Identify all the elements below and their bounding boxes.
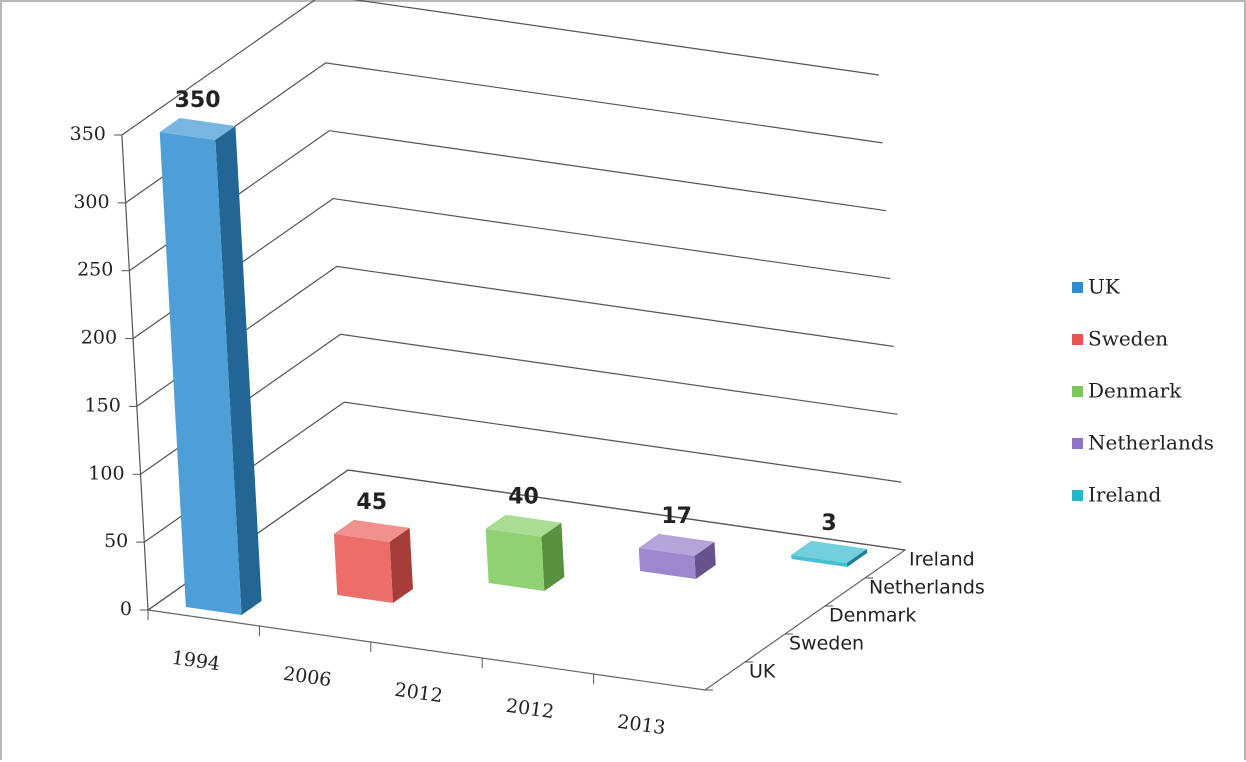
x-tick-label: 2012 (505, 695, 556, 724)
bar-side (846, 548, 868, 567)
value-label: 350 (175, 88, 221, 113)
value-label: 40 (508, 485, 539, 510)
bar (638, 547, 696, 579)
bar-top (791, 540, 867, 563)
z-tick-label: UK (749, 661, 776, 683)
bar-side (215, 126, 262, 615)
bar (159, 132, 242, 615)
legend-label: Sweden (1088, 327, 1168, 351)
legend-label: Netherlands (1088, 431, 1214, 455)
y-tick-label: 250 (77, 259, 113, 281)
bar (791, 554, 848, 567)
bar-side (694, 541, 716, 579)
value-label: 17 (661, 504, 692, 529)
legend-swatch (1072, 334, 1083, 345)
grid-line (128, 130, 887, 272)
grid-line (121, 0, 879, 136)
bar-side (541, 522, 565, 591)
y-tick-label: 350 (70, 123, 106, 145)
x-tick-label: 2013 (616, 711, 667, 740)
bar-top (159, 118, 236, 140)
grid-line (140, 333, 898, 475)
y-tick-label: 100 (88, 462, 124, 484)
legend-label: UK (1088, 275, 1121, 299)
bar-side (389, 527, 413, 603)
y-axis (121, 134, 149, 611)
legend-swatch (1072, 438, 1083, 449)
legend-label: Denmark (1088, 379, 1182, 403)
value-label: 45 (356, 490, 387, 515)
z-tick-label: Denmark (829, 605, 916, 627)
bar-top (638, 533, 715, 556)
legend-swatch (1072, 490, 1083, 501)
x-tick-label: 1994 (170, 647, 221, 676)
grid-line (125, 62, 883, 204)
y-tick-label: 300 (73, 191, 109, 213)
x-tick-label: 2006 (282, 663, 333, 692)
bar-top (485, 514, 562, 537)
z-tick-label: Sweden (789, 633, 864, 655)
legend-swatch (1072, 386, 1083, 397)
z-tick-label: Netherlands (869, 577, 985, 599)
value-label: 3 (821, 511, 836, 536)
bar (485, 528, 545, 591)
legend-swatch (1072, 282, 1083, 293)
legend-label: Ireland (1088, 483, 1161, 507)
z-tick-label: Ireland (909, 549, 975, 571)
bar-top (333, 519, 410, 542)
y-tick-label: 0 (120, 598, 132, 620)
bar (333, 533, 393, 603)
y-tick-label: 150 (85, 394, 121, 416)
y-tick-label: 200 (81, 327, 117, 349)
x-tick-label: 2012 (393, 679, 444, 708)
grid-line (136, 265, 894, 407)
y-tick-label: 50 (104, 530, 128, 552)
grid-line (132, 197, 891, 340)
